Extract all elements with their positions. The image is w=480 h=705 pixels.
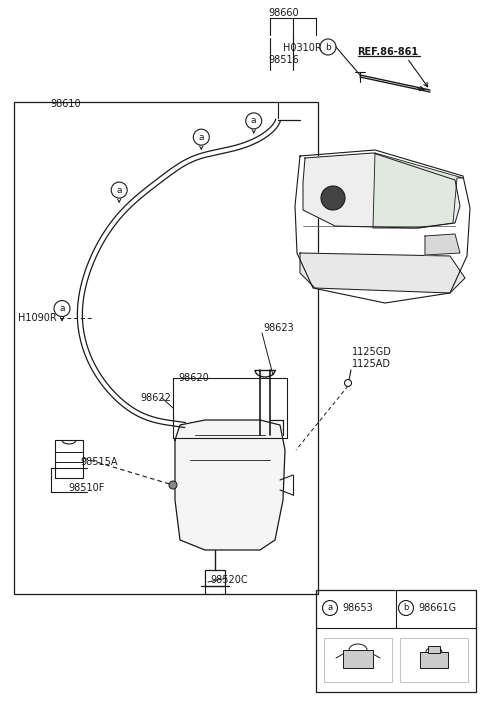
- Text: 98653: 98653: [342, 603, 373, 613]
- Bar: [428, 646, 440, 653]
- Text: REF.86-861: REF.86-861: [358, 47, 419, 57]
- Text: 98623: 98623: [263, 323, 294, 333]
- Text: H0310R: H0310R: [283, 43, 322, 53]
- Text: 98622: 98622: [140, 393, 171, 403]
- Bar: [324, 638, 392, 682]
- Text: 98660: 98660: [269, 8, 300, 18]
- Text: 1125GD: 1125GD: [352, 347, 392, 357]
- Bar: [316, 590, 476, 692]
- Bar: [420, 652, 448, 668]
- Text: 98661G: 98661G: [418, 603, 456, 613]
- Text: 1125AD: 1125AD: [352, 359, 391, 369]
- Polygon shape: [373, 153, 463, 228]
- Circle shape: [169, 481, 177, 489]
- Text: 98516: 98516: [268, 55, 299, 65]
- Text: a: a: [327, 603, 333, 613]
- Polygon shape: [300, 253, 465, 293]
- Text: a: a: [251, 116, 256, 125]
- Bar: [400, 638, 468, 682]
- Text: b: b: [403, 603, 408, 613]
- Bar: [55, 440, 83, 478]
- Text: 98610: 98610: [50, 99, 81, 109]
- Bar: [14, 102, 318, 594]
- Text: a: a: [59, 304, 65, 313]
- Text: 98520C: 98520C: [210, 575, 248, 585]
- Text: b: b: [325, 42, 331, 51]
- Text: 98510F: 98510F: [68, 483, 104, 493]
- Bar: [343, 650, 373, 668]
- Polygon shape: [175, 420, 285, 550]
- Polygon shape: [425, 234, 460, 255]
- Circle shape: [321, 186, 345, 210]
- Text: 98515A: 98515A: [80, 457, 118, 467]
- Text: 98620: 98620: [178, 373, 209, 383]
- Text: a: a: [199, 133, 204, 142]
- Bar: [205, 570, 225, 586]
- Polygon shape: [303, 153, 460, 228]
- Text: H1090R: H1090R: [18, 313, 57, 323]
- Text: a: a: [117, 185, 122, 195]
